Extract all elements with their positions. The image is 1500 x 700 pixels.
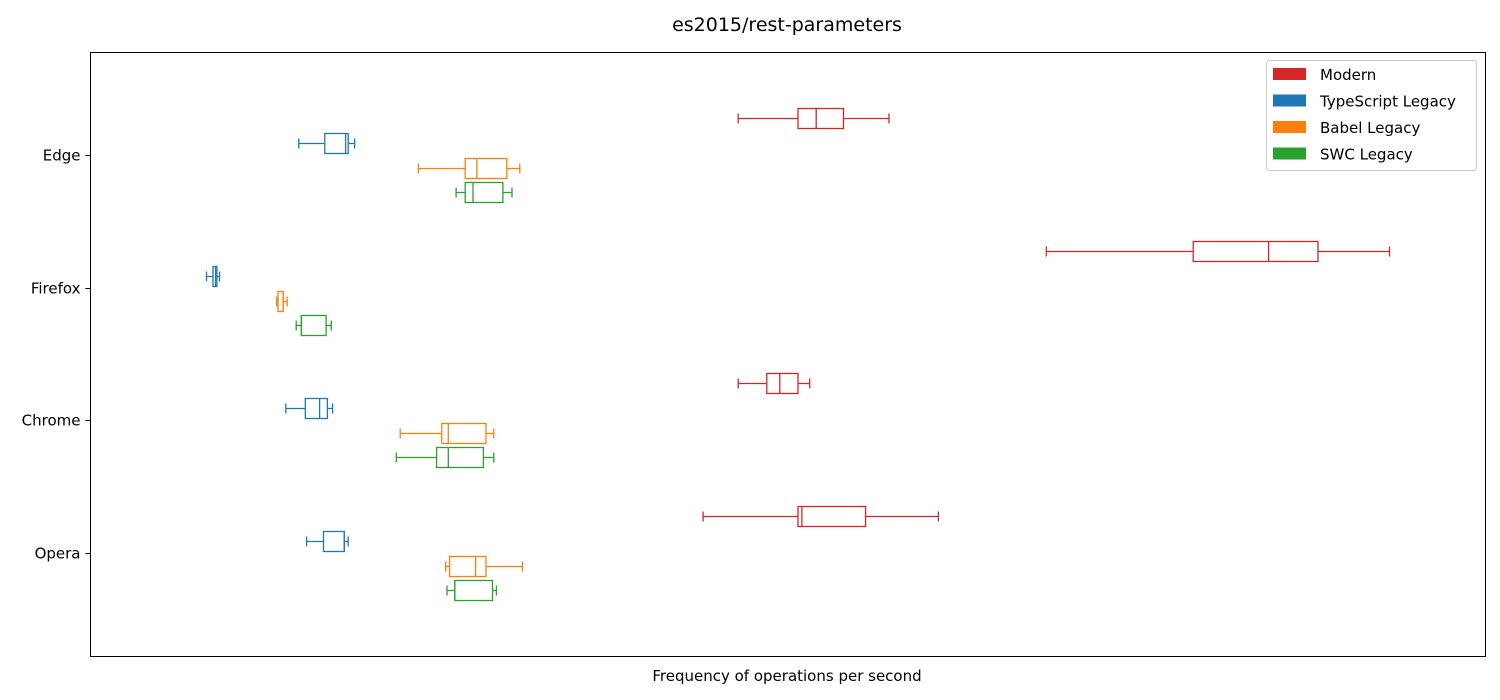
box-typescript-legacy-opera [305,530,349,553]
legend-swatch-babel-legacy [1273,121,1306,133]
box-iqr [1192,240,1319,263]
legend-label-typescript-legacy: TypeScript Legacy [1319,93,1456,111]
y-axis: Edge Firefox Chrome Opera [22,147,91,563]
legend: Modern TypeScript Legacy Babel Legacy SWC L… [1266,60,1477,171]
box-iqr [300,314,327,337]
legend-swatch-typescript-legacy [1273,94,1306,107]
box-iqr [448,555,487,578]
legend-item-typescript-legacy: TypeScript Legacy [1273,93,1456,111]
box-iqr [464,157,508,180]
box-typescript-legacy-edge [298,132,356,155]
box-iqr [454,579,494,602]
box-babel-legacy-opera [445,555,524,578]
legend-swatch-modern [1273,68,1306,80]
legend-item-modern: Modern [1273,66,1376,84]
box-babel-legacy-chrome [399,422,495,445]
box-iqr [797,505,867,528]
y-tick-label-edge: Edge [43,147,81,165]
box-iqr [464,181,504,204]
box-iqr [212,265,218,288]
box-babel-legacy-edge [417,157,521,180]
box-iqr [441,422,487,445]
y-tick-label-chrome: Chrome [22,412,81,430]
box-typescript-legacy-chrome [285,397,334,420]
y-tick-label-firefox: Firefox [31,280,81,298]
legend-label-babel-legacy: Babel Legacy [1320,119,1420,137]
box-iqr [435,446,485,469]
legend-frame [1266,60,1477,171]
y-tick-label-opera: Opera [35,545,81,563]
box-iqr [322,530,345,553]
chart-title: es2015/rest-parameters [672,14,902,36]
box-swc-legacy-chrome [395,446,495,469]
box-swc-legacy-edge [455,181,513,204]
box-iqr [277,290,284,313]
box-modern-edge [737,107,890,130]
legend-label-modern: Modern [1320,66,1376,84]
box-iqr [766,372,799,395]
box-typescript-legacy-firefox [205,265,221,288]
box-swc-legacy-opera [446,579,498,602]
x-axis-label: Frequency of operations per second [652,667,921,685]
box-iqr [304,397,329,420]
box-modern-firefox [1045,240,1391,263]
plot-frame [90,52,1486,657]
box-modern-chrome [737,372,811,395]
legend-label-swc-legacy: SWC Legacy [1320,146,1413,164]
legend-item-swc-legacy: SWC Legacy [1273,146,1413,164]
plot-area [205,107,1391,602]
legend-item-babel-legacy: Babel Legacy [1273,119,1420,137]
box-modern-opera [702,505,940,528]
box-iqr [797,107,845,130]
box-babel-legacy-firefox [276,290,288,313]
box-iqr [324,132,349,155]
legend-swatch-swc-legacy [1273,147,1306,160]
box-swc-legacy-firefox [295,314,332,337]
